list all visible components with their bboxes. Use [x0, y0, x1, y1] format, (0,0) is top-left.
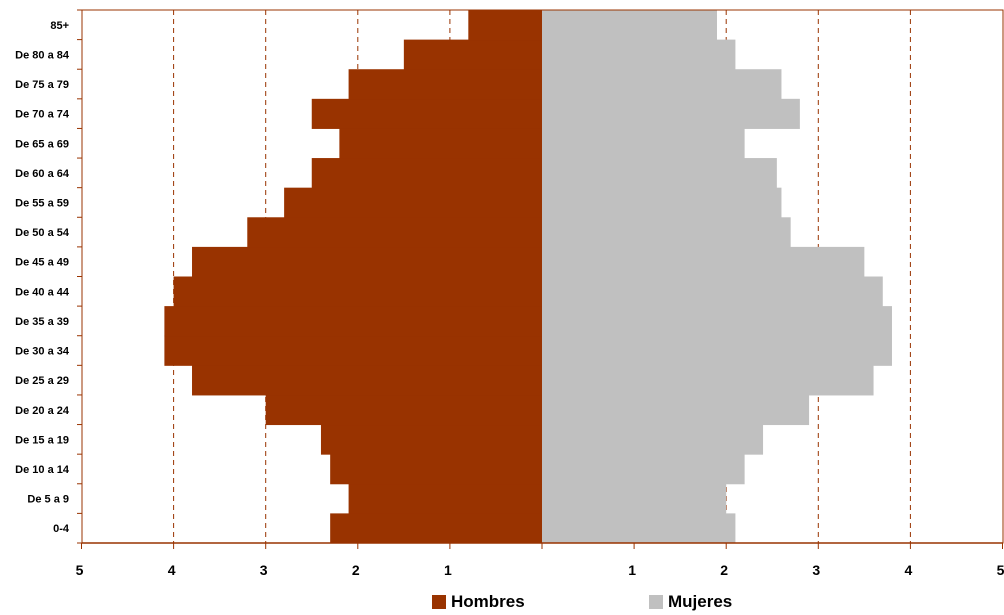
bar-mujeres-de-40-a-44 — [542, 276, 883, 307]
bar-mujeres-de-30-a-34 — [542, 335, 892, 366]
legend-swatch-mujeres — [649, 595, 663, 609]
category-label-0-4: 0-4 — [53, 523, 70, 535]
bar-mujeres-de-60-a-64 — [542, 158, 777, 189]
bars — [164, 10, 892, 544]
legend-label-mujeres: Mujeres — [668, 592, 733, 611]
x-tick-labels: 5 4 3 2 1 1 2 3 4 5 — [76, 562, 1004, 578]
x-tick-label: 2 — [720, 562, 728, 578]
category-label-de-45-a-49: De 45 a 49 — [15, 257, 69, 269]
category-label-de-5-a-9: De 5 a 9 — [27, 494, 69, 506]
category-label-85: 85+ — [50, 20, 69, 32]
bar-hombres-de-20-a-24 — [265, 394, 542, 426]
x-tick-label: 2 — [352, 562, 360, 578]
bar-hombres-de-60-a-64 — [311, 158, 542, 189]
category-label-de-25-a-29: De 25 a 29 — [15, 375, 69, 387]
category-label-de-75-a-79: De 75 a 79 — [15, 79, 69, 91]
bar-mujeres-de-45-a-49 — [542, 246, 865, 277]
category-label-de-40-a-44: De 40 a 44 — [15, 286, 70, 298]
bar-hombres-85 — [468, 10, 542, 41]
bar-mujeres-de-5-a-9 — [542, 483, 727, 514]
x-tick-label: 5 — [997, 562, 1004, 578]
bar-hombres-de-55-a-59 — [284, 187, 542, 218]
x-tick-label: 5 — [76, 562, 84, 578]
bar-mujeres-de-55-a-59 — [542, 187, 782, 218]
bar-mujeres-de-80-a-84 — [542, 39, 736, 70]
legend-swatch-hombres — [432, 595, 446, 609]
bar-mujeres-de-70-a-74 — [542, 98, 800, 129]
legend-label-hombres: Hombres — [451, 592, 525, 611]
x-tick-label: 3 — [812, 562, 820, 578]
x-tick-label: 4 — [905, 562, 913, 578]
bar-hombres-de-50-a-54 — [247, 217, 542, 248]
x-tick-label: 1 — [628, 562, 636, 578]
bar-hombres-de-80-a-84 — [403, 39, 542, 70]
bar-mujeres-de-65-a-69 — [542, 128, 745, 159]
category-label-de-35-a-39: De 35 a 39 — [15, 316, 69, 328]
category-labels: 0-4 De 5 a 9 De 10 a 14 De 15 a 19 De 20 a 2… — [15, 20, 70, 535]
category-label-de-55-a-59: De 55 a 59 — [15, 197, 69, 209]
bar-mujeres-de-25-a-29 — [542, 365, 874, 396]
bar-hombres-de-30-a-34 — [164, 335, 542, 366]
category-label-de-50-a-54: De 50 a 54 — [15, 227, 70, 239]
bar-mujeres-de-35-a-39 — [542, 306, 892, 337]
bar-hombres-de-15-a-19 — [320, 424, 542, 455]
category-label-de-65-a-69: De 65 a 69 — [15, 138, 69, 150]
category-label-de-15-a-19: De 15 a 19 — [15, 434, 69, 446]
bar-hombres-de-70-a-74 — [311, 98, 542, 129]
axes — [77, 9, 1004, 549]
bar-mujeres-de-50-a-54 — [542, 217, 791, 248]
bar-hombres-0-4 — [330, 513, 542, 544]
bar-hombres-de-10-a-14 — [330, 454, 542, 485]
bar-mujeres-de-75-a-79 — [542, 69, 782, 100]
category-label-de-80-a-84: De 80 a 84 — [15, 49, 70, 61]
bar-hombres-de-40-a-44 — [173, 276, 542, 307]
bar-hombres-de-45-a-49 — [192, 246, 542, 277]
category-label-de-70-a-74: De 70 a 74 — [15, 109, 70, 121]
bar-hombres-de-25-a-29 — [192, 365, 542, 396]
legend: Hombres Mujeres — [0, 590, 1004, 615]
bar-hombres-de-35-a-39 — [164, 306, 542, 337]
category-label-de-10-a-14: De 10 a 14 — [15, 464, 70, 476]
legend-item-mujeres: Mujeres — [649, 592, 732, 612]
category-label-de-20-a-24: De 20 a 24 — [15, 405, 70, 417]
legend-item-hombres: Hombres — [432, 592, 525, 612]
x-tick-label: 1 — [444, 562, 452, 578]
bar-hombres-de-75-a-79 — [348, 69, 542, 100]
bar-mujeres-85 — [542, 10, 717, 41]
category-label-de-60-a-64: De 60 a 64 — [15, 168, 70, 180]
bar-hombres-de-65-a-69 — [339, 128, 542, 159]
x-tick-label: 4 — [168, 562, 176, 578]
bar-hombres-de-5-a-9 — [348, 483, 542, 514]
x-tick-label: 3 — [260, 562, 268, 578]
category-label-de-30-a-34: De 30 a 34 — [15, 346, 70, 358]
bar-mujeres-de-15-a-19 — [542, 424, 764, 455]
bar-mujeres-de-10-a-14 — [542, 454, 745, 485]
bar-mujeres-0-4 — [542, 513, 736, 544]
bar-mujeres-de-20-a-24 — [542, 394, 810, 426]
